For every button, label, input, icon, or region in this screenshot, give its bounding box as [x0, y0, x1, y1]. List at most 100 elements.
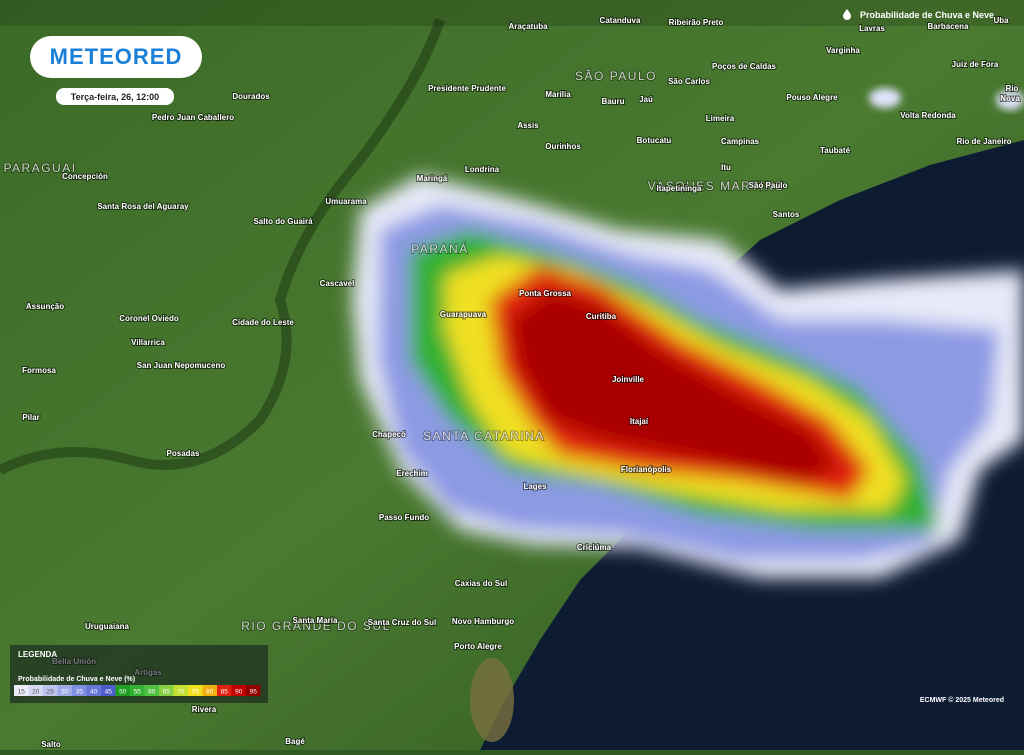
- city-label: Caxias do Sul: [455, 579, 507, 588]
- legend-value: 25: [47, 689, 55, 696]
- city-label: Posadas: [167, 449, 200, 458]
- region-label: PARAGUAI: [3, 161, 76, 175]
- top-bar: [0, 0, 1024, 26]
- city-label: Botucatu: [637, 136, 672, 145]
- city-label: Villarrica: [131, 338, 165, 347]
- city-label: San Juan Nepomuceno: [137, 361, 226, 370]
- city-label: Pilar: [22, 413, 39, 422]
- city-label: Assis: [517, 121, 539, 130]
- city-label: Pouso Alegre: [786, 93, 838, 102]
- area-small: [996, 90, 1024, 110]
- city-label: Volta Redonda: [900, 111, 956, 120]
- legend-swatch: [173, 685, 188, 696]
- legend-swatch: [130, 685, 145, 696]
- river: [0, 18, 445, 475]
- city-label: Passo Fundo: [379, 513, 429, 522]
- city-label: Concepción: [62, 172, 108, 181]
- legend-swatch: [202, 685, 217, 696]
- city-label: Salto do Guairá: [253, 217, 313, 226]
- area-small: [869, 88, 901, 108]
- logo: METEORED: [50, 44, 183, 69]
- city-label: Erechim: [396, 469, 428, 478]
- area-95: [510, 290, 840, 480]
- city-label: Bauru: [601, 97, 624, 106]
- legend-swatch: [115, 685, 130, 696]
- city-label: Cascavel: [320, 279, 355, 288]
- city-label: Criciúma: [577, 543, 612, 552]
- city-label: Itu: [721, 163, 731, 172]
- city-label: Araçatuba: [508, 22, 548, 31]
- lagoon: [470, 658, 514, 742]
- legend-swatch: [28, 685, 43, 696]
- city-label: Catanduva: [600, 16, 641, 25]
- city-label: Ribeirão Preto: [669, 18, 724, 27]
- legend-value: 35: [76, 689, 84, 696]
- city-label: Rio de Janeiro: [956, 137, 1011, 146]
- city-label: Uba: [993, 16, 1009, 25]
- legend-value: 70: [177, 689, 185, 696]
- city-label: Juiz de Fora: [952, 60, 999, 69]
- legend-value: 75: [192, 689, 200, 696]
- legend-swatch: [86, 685, 101, 696]
- drop-icon: [843, 9, 851, 20]
- city-label: Londrina: [465, 165, 500, 174]
- city-label: Umuarama: [325, 197, 367, 206]
- city-label: Uruguaiana: [85, 622, 130, 631]
- city-label: Joinville: [612, 375, 645, 384]
- city-label: Cidade do Leste: [232, 318, 294, 327]
- legend-swatch: [159, 685, 174, 696]
- layer-title: Probabilidade de Chuva e Neve: [860, 10, 994, 20]
- precipitation: [352, 175, 1024, 578]
- city-label: Santa Cruz do Sul: [368, 618, 436, 627]
- city-label: Campinas: [721, 137, 760, 146]
- city-label: Novo Hamburgo: [452, 617, 514, 626]
- timestamp-badge: [56, 88, 174, 105]
- legend-swatch: [231, 685, 246, 696]
- city-label: Porto Alegre: [454, 642, 502, 651]
- legend-swatch: [188, 685, 203, 696]
- legend-swatch: [101, 685, 116, 696]
- city-label: Formosa: [22, 366, 56, 375]
- city-label: Santa Maria: [293, 616, 338, 625]
- city-label: Santa Rosa del Aguaray: [97, 202, 189, 211]
- legend-title: LEGENDA: [18, 650, 57, 659]
- city-label: Dourados: [232, 92, 270, 101]
- city-label: Chapecó: [372, 430, 406, 439]
- legend-value: 80: [206, 689, 214, 696]
- city-label: Florianópolis: [621, 465, 672, 474]
- region-label: PARANÁ: [411, 241, 468, 256]
- legend-swatch: [43, 685, 58, 696]
- city-label: Varginha: [826, 46, 860, 55]
- region-label: VASQUES MARTINS: [648, 179, 785, 193]
- legend-value: 20: [32, 689, 40, 696]
- city-label: Presidente Prudente: [428, 84, 506, 93]
- credit: ECMWF © 2025 Meteored: [920, 696, 1004, 704]
- legend-value: 30: [61, 689, 69, 696]
- legend-value: 85: [221, 689, 229, 696]
- city-label: Maringá: [417, 174, 448, 183]
- city-label: Pedro Juan Caballero: [152, 113, 234, 122]
- legend-value: 40: [90, 689, 98, 696]
- city-label: Taubaté: [820, 146, 851, 155]
- labels: SÃO PAULO PARANÁ SANTA CATARINA RIO GRANDE …: [2, 15, 1021, 750]
- legend-swatch: [144, 685, 159, 696]
- city-label: Itapetininga: [657, 184, 702, 193]
- city-label: Guarapuava: [440, 310, 487, 319]
- city-label: Curitiba: [586, 312, 617, 321]
- legend-value: 95: [250, 689, 258, 696]
- city-label: Jaú: [639, 95, 653, 104]
- city-label: Lavras: [859, 24, 885, 33]
- legend-scale: 15 20 25 30 35 40 45 50 55 60 65 70 75 80 85 90 95: [14, 685, 261, 696]
- legend-subtitle: Probabilidade de Chuva e Neve (%): [18, 676, 135, 683]
- city-label: Coronel Oviedo: [119, 314, 179, 323]
- legend-value: 45: [105, 689, 113, 696]
- precipitation-north: [869, 88, 1024, 110]
- logo-badge: [30, 36, 202, 78]
- city-label: Salto: [41, 740, 61, 749]
- city-label: Nova: [1000, 94, 1020, 103]
- city-label: Itajaí: [630, 417, 649, 426]
- city-label: Barbacena: [928, 22, 969, 31]
- legend-swatch: [14, 685, 29, 696]
- legend-value: 65: [163, 689, 171, 696]
- legend-value: 90: [235, 689, 243, 696]
